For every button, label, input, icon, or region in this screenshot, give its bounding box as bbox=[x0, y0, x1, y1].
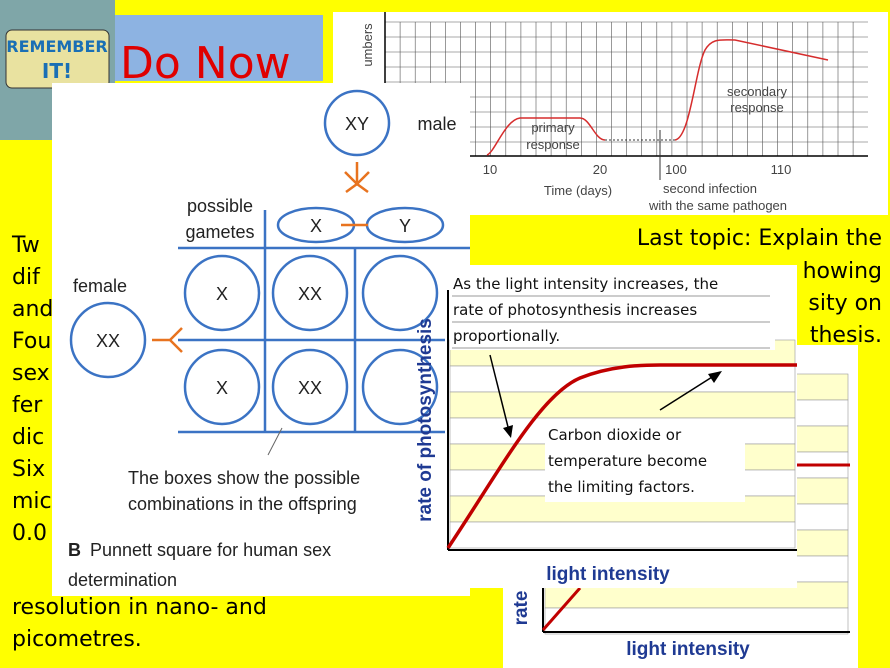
gamete: X bbox=[216, 284, 228, 304]
y-label: rate bbox=[511, 591, 532, 626]
stripe bbox=[449, 365, 796, 393]
genotype: XX bbox=[298, 284, 322, 304]
x-tick-label: 110 bbox=[771, 162, 792, 177]
gamete: Y bbox=[399, 216, 411, 236]
text-line: resolution in nano- and bbox=[12, 595, 267, 620]
left-text: Tw dif and Fou sex fer dic Six mic 0.0 r… bbox=[11, 233, 267, 652]
photosynthesis-graph: As the light intensity increases, the ra… bbox=[415, 265, 797, 588]
note: Carbon dioxide or bbox=[548, 426, 682, 444]
immune-graph: umbers 10 20 100 110 Time (days) second … bbox=[333, 12, 888, 215]
label: female bbox=[73, 276, 127, 296]
stripe bbox=[544, 607, 849, 635]
note: temperature become bbox=[548, 452, 707, 470]
caption: Punnett square for human sex bbox=[90, 540, 331, 560]
gamete: X bbox=[310, 216, 322, 236]
text-line: 0.0 bbox=[12, 521, 47, 546]
text-line: sex bbox=[12, 361, 50, 386]
x-tick-label: 10 bbox=[483, 162, 497, 177]
note: rate of photosynthesis increases bbox=[453, 301, 697, 319]
text-line: dic bbox=[12, 425, 44, 450]
genotype: XY bbox=[345, 114, 369, 134]
label: gametes bbox=[185, 222, 254, 242]
note: The boxes show the possible bbox=[128, 468, 360, 488]
note: As the light intensity increases, the bbox=[453, 275, 718, 293]
annotation: with the same pathogen bbox=[648, 198, 787, 213]
text-line: Fou bbox=[12, 329, 51, 354]
annotation: secondary bbox=[727, 84, 787, 99]
x-label: light intensity bbox=[626, 639, 750, 660]
x-label: Time (days) bbox=[544, 183, 612, 198]
genotype: XX bbox=[96, 331, 120, 351]
right-text: Last topic: Explain the howing sity on t… bbox=[637, 226, 882, 348]
stripe bbox=[449, 391, 796, 419]
title-band bbox=[115, 15, 323, 81]
annotation: response bbox=[526, 137, 579, 152]
text-line: fer bbox=[12, 393, 43, 418]
text-line: thesis. bbox=[810, 323, 882, 348]
text-line: Last topic: Explain the bbox=[637, 226, 882, 251]
annotation: primary bbox=[531, 120, 575, 135]
genotype: XX bbox=[298, 378, 322, 398]
caption: determination bbox=[68, 570, 177, 590]
note: the limiting factors. bbox=[548, 478, 695, 496]
x-tick-label: 100 bbox=[665, 162, 687, 177]
x-label: light intensity bbox=[546, 564, 670, 585]
annotation: second infection bbox=[663, 181, 757, 196]
x-tick-label: 20 bbox=[593, 162, 607, 177]
text-line: howing bbox=[803, 259, 882, 284]
text-line: picometres. bbox=[12, 627, 142, 652]
title: Do Now bbox=[120, 38, 291, 89]
note: proportionally. bbox=[453, 327, 560, 345]
y-label: umbers bbox=[360, 23, 375, 67]
label: possible bbox=[187, 196, 253, 216]
text-line: Tw bbox=[11, 233, 40, 258]
text-line: Six bbox=[12, 457, 45, 482]
y-label: rate of photosynthesis bbox=[415, 318, 436, 522]
label: male bbox=[417, 114, 456, 134]
annotation: response bbox=[730, 100, 783, 115]
stripe bbox=[449, 521, 796, 549]
text-line: and bbox=[12, 297, 53, 322]
text-line: sity on bbox=[808, 291, 882, 316]
gamete: X bbox=[216, 378, 228, 398]
text-line: dif bbox=[12, 265, 41, 290]
logo-text: REMEMBER bbox=[6, 37, 107, 56]
caption-letter: B bbox=[68, 540, 81, 560]
note: combinations in the offspring bbox=[128, 494, 357, 514]
text-line: mic bbox=[12, 489, 52, 514]
logo-text: IT! bbox=[42, 59, 72, 83]
punnett-card: XY male possible gametes X Y female XX X… bbox=[52, 83, 470, 596]
